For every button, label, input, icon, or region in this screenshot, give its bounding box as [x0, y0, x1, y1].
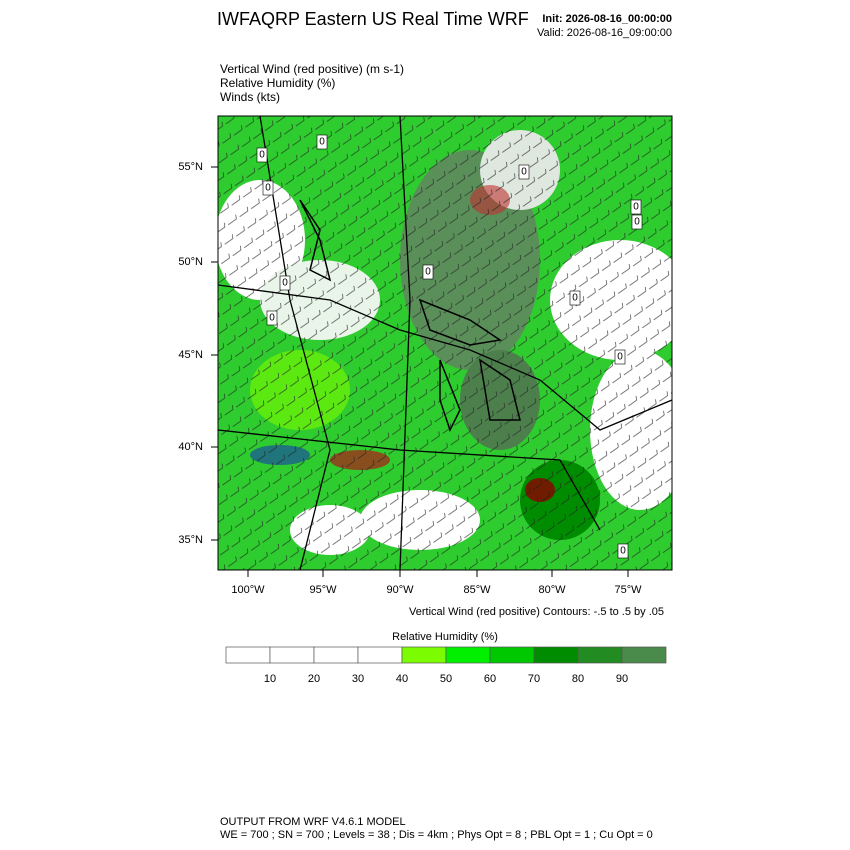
colorbar-tick-label: 70: [528, 673, 540, 685]
colorbar-box: [533, 646, 579, 664]
contour-label: 0: [425, 267, 431, 278]
colorbar-tick-label: 50: [440, 673, 452, 685]
colorbar-box: [445, 646, 491, 664]
contour-label-box: [617, 543, 629, 559]
lon-label: 80°W: [538, 584, 566, 596]
map-frame: [217, 115, 673, 571]
lat-label: 35°N: [178, 534, 203, 546]
colorbar-box: [357, 646, 403, 664]
title: IWFAQRP Eastern US Real Time WRF: [217, 9, 529, 29]
field-label: Vertical Wind (red positive) (m s-1): [220, 62, 404, 76]
contour-label: 0: [617, 352, 623, 363]
contour-label-box: [630, 199, 642, 215]
contour-label-box: [569, 290, 581, 306]
lon-label: 75°W: [614, 584, 642, 596]
contour-label: 0: [521, 167, 527, 178]
colorbar-box: [225, 646, 271, 664]
lat-label: 55°N: [178, 161, 203, 173]
colorbar-tick-label: 30: [352, 673, 364, 685]
field-label: Relative Humidity (%): [220, 76, 335, 90]
contour-label: 0: [282, 278, 288, 289]
footer-line: OUTPUT FROM WRF V4.6.1 MODEL: [220, 816, 406, 828]
colorbar-box: [269, 646, 315, 664]
contour-info: Vertical Wind (red positive) Contours: -…: [409, 606, 664, 618]
contour-label-box: [631, 214, 643, 230]
colorbar-box: [401, 646, 447, 664]
lon-label: 95°W: [309, 584, 337, 596]
contour-label-box: [266, 310, 278, 326]
contour-label: 0: [269, 313, 275, 324]
map-field: [218, 116, 672, 570]
contour-label: 0: [265, 183, 271, 194]
contour-label-box: [614, 349, 626, 365]
valid-time: Valid: 2026-08-16_09:00:00: [537, 27, 672, 39]
lat-label: 50°N: [178, 256, 203, 268]
lat-label: 40°N: [178, 441, 203, 453]
colorbar-box: [489, 646, 535, 664]
colorbar-title: Relative Humidity (%): [392, 631, 498, 643]
contour-label: 0: [572, 293, 578, 304]
colorbar-box: [621, 646, 667, 664]
contour-label: 0: [259, 150, 265, 161]
lon-label: 90°W: [386, 584, 414, 596]
colorbar-tick-label: 90: [616, 673, 628, 685]
contour-label-box: [262, 180, 274, 196]
colorbar-box: [577, 646, 623, 664]
contour-label-box: [256, 147, 268, 163]
contour-label: 0: [319, 137, 325, 148]
contour-label-box: [518, 164, 530, 180]
field-label: Winds (kts): [220, 90, 280, 104]
contour-label: 0: [634, 217, 640, 228]
colorbar-tick-label: 60: [484, 673, 496, 685]
init-time: Init: 2026-08-16_00:00:00: [542, 13, 672, 25]
footer-line: WE = 700 ; SN = 700 ; Levels = 38 ; Dis …: [220, 829, 653, 841]
contour-label: 0: [620, 546, 626, 557]
lat-label: 45°N: [178, 349, 203, 361]
colorbar-tick-label: 80: [572, 673, 584, 685]
colorbar-box: [313, 646, 359, 664]
contour-label-box: [316, 134, 328, 150]
lon-label: 100°W: [231, 584, 265, 596]
contour-label: 0: [633, 202, 639, 213]
lon-label: 85°W: [463, 584, 491, 596]
contour-label-box: [279, 275, 291, 291]
colorbar-tick-label: 20: [308, 673, 320, 685]
colorbar-tick-label: 40: [396, 673, 408, 685]
colorbar-tick-label: 10: [264, 673, 276, 685]
contour-label-box: [422, 264, 434, 280]
